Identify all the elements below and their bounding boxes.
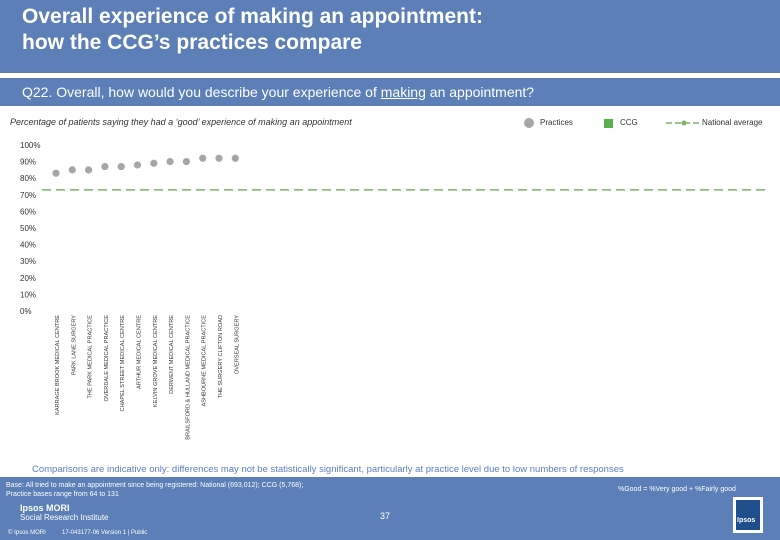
base-line-1: Base: All tried to make an appointment s… [6, 482, 304, 489]
practice-point [85, 166, 93, 174]
x-tick-label: ASHBOURNE MEDICAL PRACTICE [202, 315, 208, 407]
practice-point [166, 158, 174, 166]
x-tick-label: DERWENT MEDICAL CENTRE [169, 315, 175, 394]
x-tick-label-group: KARRAGE BROOK MEDICAL CENTRE [55, 315, 61, 415]
x-tick-label-group: THE PARK MEDICAL PRACTICE [88, 315, 94, 399]
x-tick-label-group: OVERDALE MEDICAL PRACTICE [104, 315, 110, 402]
brand-institute: Social Research Institute [20, 513, 109, 522]
y-tick-label: 90% [20, 158, 36, 167]
practice-point [182, 158, 190, 166]
practice-point [52, 169, 60, 177]
page-title: Overall experience of making an appointm… [22, 4, 722, 56]
ipsos-logo: Ipsos [733, 497, 763, 533]
x-tick-label: CHAPEL STREET MEDICAL CENTRE [120, 315, 126, 412]
x-tick-label: BRAILSFORD & HULLAND MEDICAL PRACTICE [185, 315, 191, 440]
x-tick-label: THE PARK MEDICAL PRACTICE [88, 315, 94, 399]
x-tick-label: KELVIN GROVE MEDICAL CENTRE [153, 315, 159, 407]
practice-point [101, 162, 109, 171]
copyright: © Ipsos MORI [8, 530, 46, 536]
x-tick-label-group: THE SURGERY CLIFTON ROAD [218, 315, 224, 398]
x-tick-label: ARTHUR MEDICAL CENTRE [137, 315, 143, 389]
x-tick-label-group: OVERSEAL SURGERY [234, 315, 240, 374]
x-tick-label-group: CHAPEL STREET MEDICAL CENTRE [120, 315, 126, 412]
brand-name: Ipsos MORI [20, 503, 70, 513]
practice-point [117, 162, 125, 171]
x-tick-label: KARRAGE BROOK MEDICAL CENTRE [55, 315, 61, 415]
x-axis-labels: KARRAGE BROOK MEDICAL CENTRE PARK LANE SU… [55, 315, 240, 440]
ipsos-mori-brand: Ipsos MORI Social Research Institute [20, 503, 109, 523]
title-line-2: how the CCG’s practices compare [22, 31, 362, 54]
y-tick-label: 20% [20, 274, 36, 283]
x-tick-label: PARK LANE SURGERY [71, 315, 77, 375]
y-tick-label: 30% [20, 257, 36, 266]
question-band [0, 78, 780, 106]
y-tick-label: 60% [20, 207, 36, 216]
x-tick-label: THE SURGERY CLIFTON ROAD [218, 315, 224, 398]
y-tick-label: 50% [20, 224, 36, 233]
y-axis: 0% 10% 20% 30% 40% 50% 60% 70% 80% 90% 100% [20, 141, 40, 316]
legend-national-marker [666, 120, 702, 126]
y-tick-label: 0% [20, 307, 32, 316]
y-tick-label: 40% [20, 241, 36, 250]
practice-chart: 0% 10% 20% 30% 40% 50% 60% 70% 80% 90% 100% KARRAG… [20, 141, 770, 440]
job-number: 17-043177-06 Version 1 | Public [62, 530, 148, 536]
x-tick-label: OVERDALE MEDICAL PRACTICE [104, 315, 110, 402]
y-tick-label: 70% [20, 191, 36, 200]
legend-practices-marker [524, 118, 534, 128]
legend-national-label: National average [702, 118, 763, 127]
question-text: Q22. Overall, how would you describe you… [22, 84, 534, 100]
base-text: Base: All tried to make an appointment s… [6, 481, 303, 499]
x-tick-label: OVERSEAL SURGERY [234, 315, 240, 374]
x-tick-label-group: DERWENT MEDICAL CENTRE [169, 315, 175, 394]
chart-subtitle: Percentage of patients saying they had a… [10, 117, 352, 127]
practice-point [133, 161, 142, 169]
legend-ccg-marker [604, 119, 613, 128]
header-band [0, 0, 780, 73]
question-prefix: Q22. Overall, how would you describe you… [22, 84, 381, 100]
practice-point [199, 154, 207, 162]
good-definition: %Good = %Very good + %Fairly good [618, 486, 736, 493]
y-tick-label: 10% [20, 290, 36, 299]
legend-practices-label: Practices [540, 118, 573, 127]
practice-point [231, 154, 239, 162]
x-tick-label-group: BRAILSFORD & HULLAND MEDICAL PRACTICE [185, 315, 191, 440]
practice-point [215, 154, 223, 162]
page-number: 37 [380, 511, 391, 521]
comparison-note: Comparisons are indicative only: differe… [32, 464, 624, 475]
legend-ccg-label: CCG [620, 118, 638, 127]
question-suffix: an appointment? [425, 84, 535, 100]
title-line-1: Overall experience of making an appointm… [22, 5, 483, 28]
practice-points [52, 154, 239, 177]
y-tick-label: 80% [20, 174, 36, 183]
y-tick-label: 100% [20, 141, 40, 150]
x-tick-label-group: ARTHUR MEDICAL CENTRE [137, 315, 143, 389]
practice-point [68, 166, 76, 174]
ipsos-logo-mark [736, 500, 760, 530]
base-line-2: Practice bases range from 64 to 131 [6, 491, 119, 498]
question-underlined: making [380, 84, 426, 100]
footer-band [0, 477, 780, 540]
x-tick-label-group: PARK LANE SURGERY [71, 315, 77, 375]
practice-point [150, 159, 158, 167]
x-tick-label-group: KELVIN GROVE MEDICAL CENTRE [153, 315, 159, 407]
x-tick-label-group: ASHBOURNE MEDICAL PRACTICE [202, 315, 208, 407]
ipsos-logo-text: Ipsos [737, 517, 756, 524]
